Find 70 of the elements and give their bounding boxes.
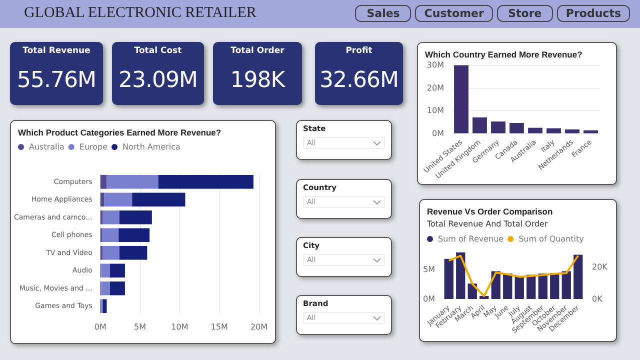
bar	[538, 274, 548, 299]
chart-subtitle: Total Revenue And Total Order	[426, 220, 548, 228]
bar	[100, 192, 104, 207]
y-tick-label: 10M	[426, 106, 444, 116]
bar	[503, 274, 512, 299]
bar	[110, 264, 125, 278]
bar	[104, 192, 132, 207]
bar	[106, 174, 158, 189]
bar	[118, 228, 150, 242]
bar	[119, 246, 148, 260]
text: 198K	[229, 68, 286, 93]
bar	[456, 252, 466, 299]
bar	[102, 210, 120, 224]
bar	[101, 264, 110, 278]
bar	[102, 228, 119, 242]
chart-title: Which Country Earned More Revenue?	[425, 50, 582, 60]
text: Total Revenue	[22, 45, 92, 56]
bar	[472, 117, 487, 134]
bar	[454, 65, 468, 134]
y-tick-label: 0M	[432, 128, 444, 138]
bar	[100, 174, 107, 189]
chart-title: Revenue Vs Order Comparison	[427, 206, 553, 216]
bar	[565, 129, 580, 134]
y2-tick-label: 20K	[592, 262, 608, 272]
y-tick-label: 30M	[426, 60, 444, 70]
text: 23.09M	[118, 68, 198, 93]
bar	[510, 123, 524, 134]
y-tick-label: 0M	[422, 294, 436, 304]
bar	[119, 210, 152, 224]
bar	[546, 128, 561, 134]
x-tick-label: 20M	[250, 322, 268, 332]
bar	[444, 258, 454, 299]
legend-label: Europe	[79, 142, 108, 152]
x-tick-label: 5M	[134, 322, 146, 332]
bar	[101, 281, 110, 296]
text: 32.66M	[318, 68, 400, 93]
y-tick-label: 5M	[422, 264, 436, 274]
y-tick-label: 20M	[426, 83, 444, 92]
x-tick-label: 0M	[94, 322, 106, 332]
legend-label: Sum of Revenue	[438, 234, 504, 244]
y2-tick-label: 0K	[592, 294, 604, 304]
bar	[528, 128, 542, 134]
legend-label: Sum of Quantity	[518, 234, 584, 244]
bar	[100, 246, 103, 260]
bar	[550, 273, 560, 299]
bar	[480, 296, 489, 299]
bar	[491, 121, 506, 134]
bar	[158, 174, 254, 189]
chart-title: Which Product Categories Earned More Revenue?	[18, 128, 222, 138]
text: Store	[496, 5, 553, 22]
bar	[110, 281, 125, 296]
line-series	[448, 254, 580, 298]
text: 55.76M	[16, 68, 97, 93]
bar	[514, 276, 524, 299]
bar	[102, 246, 120, 260]
text: Customer	[415, 5, 493, 22]
bar	[584, 130, 598, 134]
x-tick-label: 10M	[171, 322, 188, 332]
bar	[100, 210, 103, 224]
bar	[132, 192, 186, 207]
legend-label: North America	[122, 142, 181, 152]
bar	[562, 271, 571, 299]
text: Sales	[355, 5, 412, 22]
text: Total Cost	[133, 45, 183, 56]
text: GLOBAL ELECTRONIC RETAILER	[24, 5, 256, 22]
x-tick-label: 15M	[210, 322, 228, 332]
text: Products	[556, 5, 630, 22]
text: Profit	[344, 45, 374, 56]
bar	[574, 254, 583, 299]
text: Total Order	[230, 45, 286, 56]
